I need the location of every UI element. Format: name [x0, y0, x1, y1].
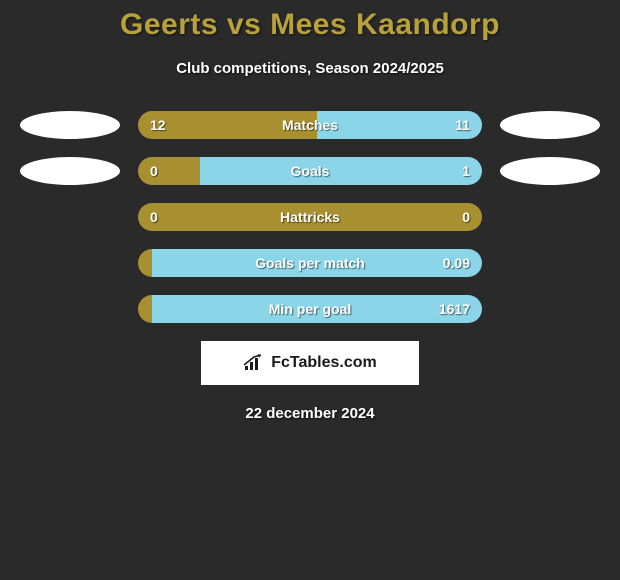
stat-bar: 0 Goals 1	[138, 157, 482, 185]
stat-bar: Goals per match 0.09	[138, 249, 482, 277]
stat-value-right: 1617	[439, 301, 470, 317]
bar-left-fill	[138, 157, 200, 185]
stat-row: Min per goal 1617	[0, 295, 620, 323]
stat-label: Hattricks	[280, 209, 340, 225]
stat-value-right: 1	[462, 163, 470, 179]
spacer	[20, 295, 120, 323]
spacer	[500, 295, 600, 323]
footer-date: 22 december 2024	[0, 405, 620, 422]
attribution-badge: FcTables.com	[201, 341, 419, 385]
stat-row: 0 Hattricks 0	[0, 203, 620, 231]
stat-value-left: 0	[150, 163, 158, 179]
stat-row: Goals per match 0.09	[0, 249, 620, 277]
stat-label: Min per goal	[269, 301, 351, 317]
chart-icon	[243, 354, 265, 372]
stat-label: Matches	[282, 117, 338, 133]
comparison-infographic: Geerts vs Mees Kaandorp Club competition…	[0, 0, 620, 422]
stat-row: 0 Goals 1	[0, 157, 620, 185]
spacer	[500, 249, 600, 277]
stat-label: Goals per match	[255, 255, 365, 271]
stat-row: 12 Matches 11	[0, 111, 620, 139]
page-title: Geerts vs Mees Kaandorp	[0, 8, 620, 42]
stat-value-right: 0	[462, 209, 470, 225]
player-right-marker	[500, 157, 600, 185]
bar-right-fill	[200, 157, 482, 185]
bar-left-fill	[138, 295, 152, 323]
stat-value-left: 0	[150, 209, 158, 225]
player-right-marker	[500, 111, 600, 139]
stat-bar: Min per goal 1617	[138, 295, 482, 323]
player-left-marker	[20, 157, 120, 185]
attribution-text: FcTables.com	[271, 354, 377, 372]
stat-value-right: 11	[455, 117, 470, 133]
stat-rows: 12 Matches 11 0 Goals 1 0	[0, 111, 620, 323]
stat-value-left: 12	[150, 117, 166, 133]
stat-bar: 12 Matches 11	[138, 111, 482, 139]
spacer	[20, 203, 120, 231]
spacer	[500, 203, 600, 231]
bar-left-fill	[138, 249, 152, 277]
stat-value-right: 0.09	[443, 255, 470, 271]
stat-label: Goals	[291, 163, 330, 179]
stat-bar: 0 Hattricks 0	[138, 203, 482, 231]
page-subtitle: Club competitions, Season 2024/2025	[0, 60, 620, 77]
player-left-marker	[20, 111, 120, 139]
spacer	[20, 249, 120, 277]
